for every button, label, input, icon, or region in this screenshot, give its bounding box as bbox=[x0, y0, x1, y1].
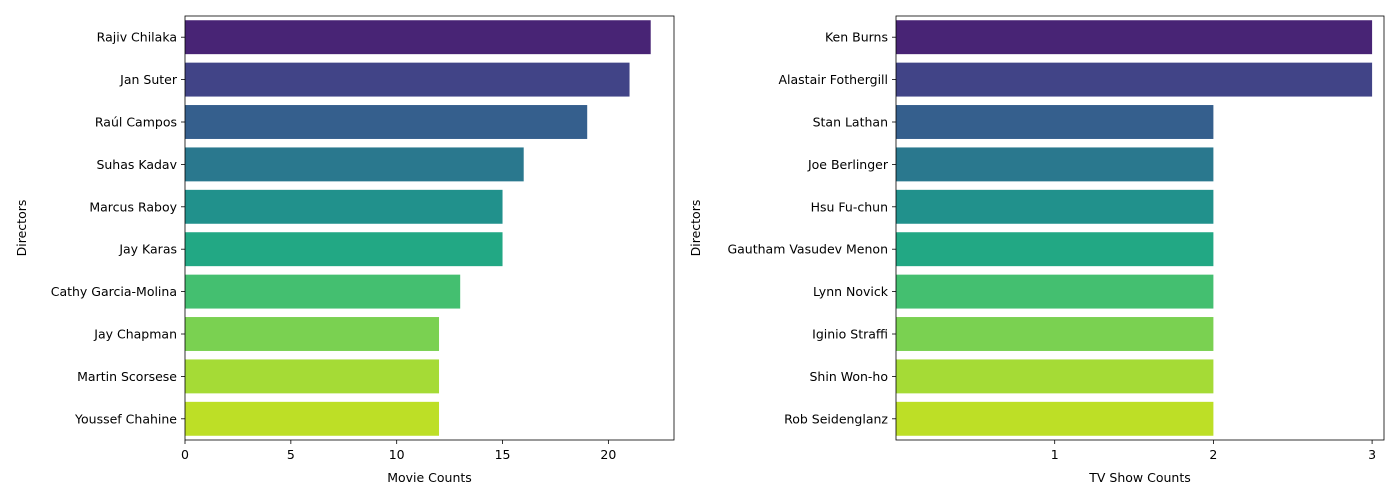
y-tick-label-7: Iginio Straffi bbox=[812, 327, 888, 342]
y-tick-label-8: Shin Won-ho bbox=[809, 369, 888, 384]
bar-0 bbox=[185, 20, 651, 55]
y-tick-label-1: Alastair Fothergill bbox=[778, 72, 888, 87]
x-tick-label-0: 1 bbox=[1051, 447, 1059, 462]
x-tick-label-4: 20 bbox=[600, 447, 616, 462]
bar-9 bbox=[185, 401, 440, 436]
y-tick-label-6: Lynn Novick bbox=[813, 284, 889, 299]
bar-5 bbox=[185, 232, 503, 267]
bar-0 bbox=[896, 20, 1373, 55]
y-tick-label-4: Hsu Fu-chun bbox=[811, 199, 888, 214]
y-tick-label-7: Jay Chapman bbox=[93, 327, 177, 342]
y-tick-label-3: Suhas Kadav bbox=[96, 157, 177, 172]
bar-4 bbox=[896, 189, 1214, 224]
x-axis-label: Movie Counts bbox=[387, 470, 472, 485]
y-tick-label-9: Rob Seidenglanz bbox=[784, 411, 888, 426]
y-tick-label-5: Gautham Vasudev Menon bbox=[727, 242, 888, 257]
movie-directors-chart: Rajiv Chilaka Jan Suter Raúl Campos Suhas K… bbox=[14, 15, 675, 485]
tv-directors-chart: Ken Burns Alastair Fothergill Stan Lathan J… bbox=[688, 15, 1385, 485]
x-axis-label: TV Show Counts bbox=[1088, 470, 1191, 485]
y-axis-label: Directors bbox=[14, 200, 29, 257]
bar-1 bbox=[185, 62, 630, 97]
bar-9 bbox=[896, 401, 1214, 436]
y-tick-label-0: Ken Burns bbox=[825, 30, 888, 45]
bar-2 bbox=[185, 105, 588, 139]
bar-4 bbox=[185, 189, 503, 224]
bar-8 bbox=[185, 359, 440, 394]
y-axis-label: Directors bbox=[688, 200, 703, 257]
x-tick-label-1: 5 bbox=[287, 447, 295, 462]
y-tick-label-0: Rajiv Chilaka bbox=[97, 30, 177, 45]
bar-8 bbox=[896, 359, 1214, 394]
bar-3 bbox=[896, 147, 1214, 182]
bar-2 bbox=[896, 105, 1214, 139]
y-tick-label-5: Jay Karas bbox=[118, 242, 177, 257]
axes-frame bbox=[184, 15, 675, 441]
y-tick-label-6: Cathy Garcia-Molina bbox=[51, 284, 177, 299]
x-tick-label-2: 3 bbox=[1368, 447, 1376, 462]
bar-7 bbox=[185, 317, 440, 351]
axes-frame bbox=[895, 15, 1385, 441]
y-tick-label-2: Stan Lathan bbox=[813, 115, 888, 130]
y-tick-label-1: Jan Suter bbox=[119, 72, 178, 87]
bar-1 bbox=[896, 62, 1373, 97]
x-tick-label-2: 10 bbox=[389, 447, 405, 462]
x-tick-label-0: 0 bbox=[181, 447, 189, 462]
x-tick-label-1: 2 bbox=[1209, 447, 1217, 462]
bar-6 bbox=[185, 274, 461, 309]
y-tick-label-3: Joe Berlinger bbox=[807, 157, 889, 172]
bar-6 bbox=[896, 274, 1214, 309]
y-tick-label-2: Raúl Campos bbox=[95, 115, 177, 130]
x-tick-label-3: 15 bbox=[495, 447, 511, 462]
bar-7 bbox=[896, 317, 1214, 351]
bar-3 bbox=[185, 147, 524, 182]
y-tick-label-8: Martin Scorsese bbox=[77, 369, 177, 384]
y-tick-label-9: Youssef Chahine bbox=[74, 411, 177, 426]
bar-5 bbox=[896, 232, 1214, 267]
y-tick-label-4: Marcus Raboy bbox=[89, 199, 177, 214]
